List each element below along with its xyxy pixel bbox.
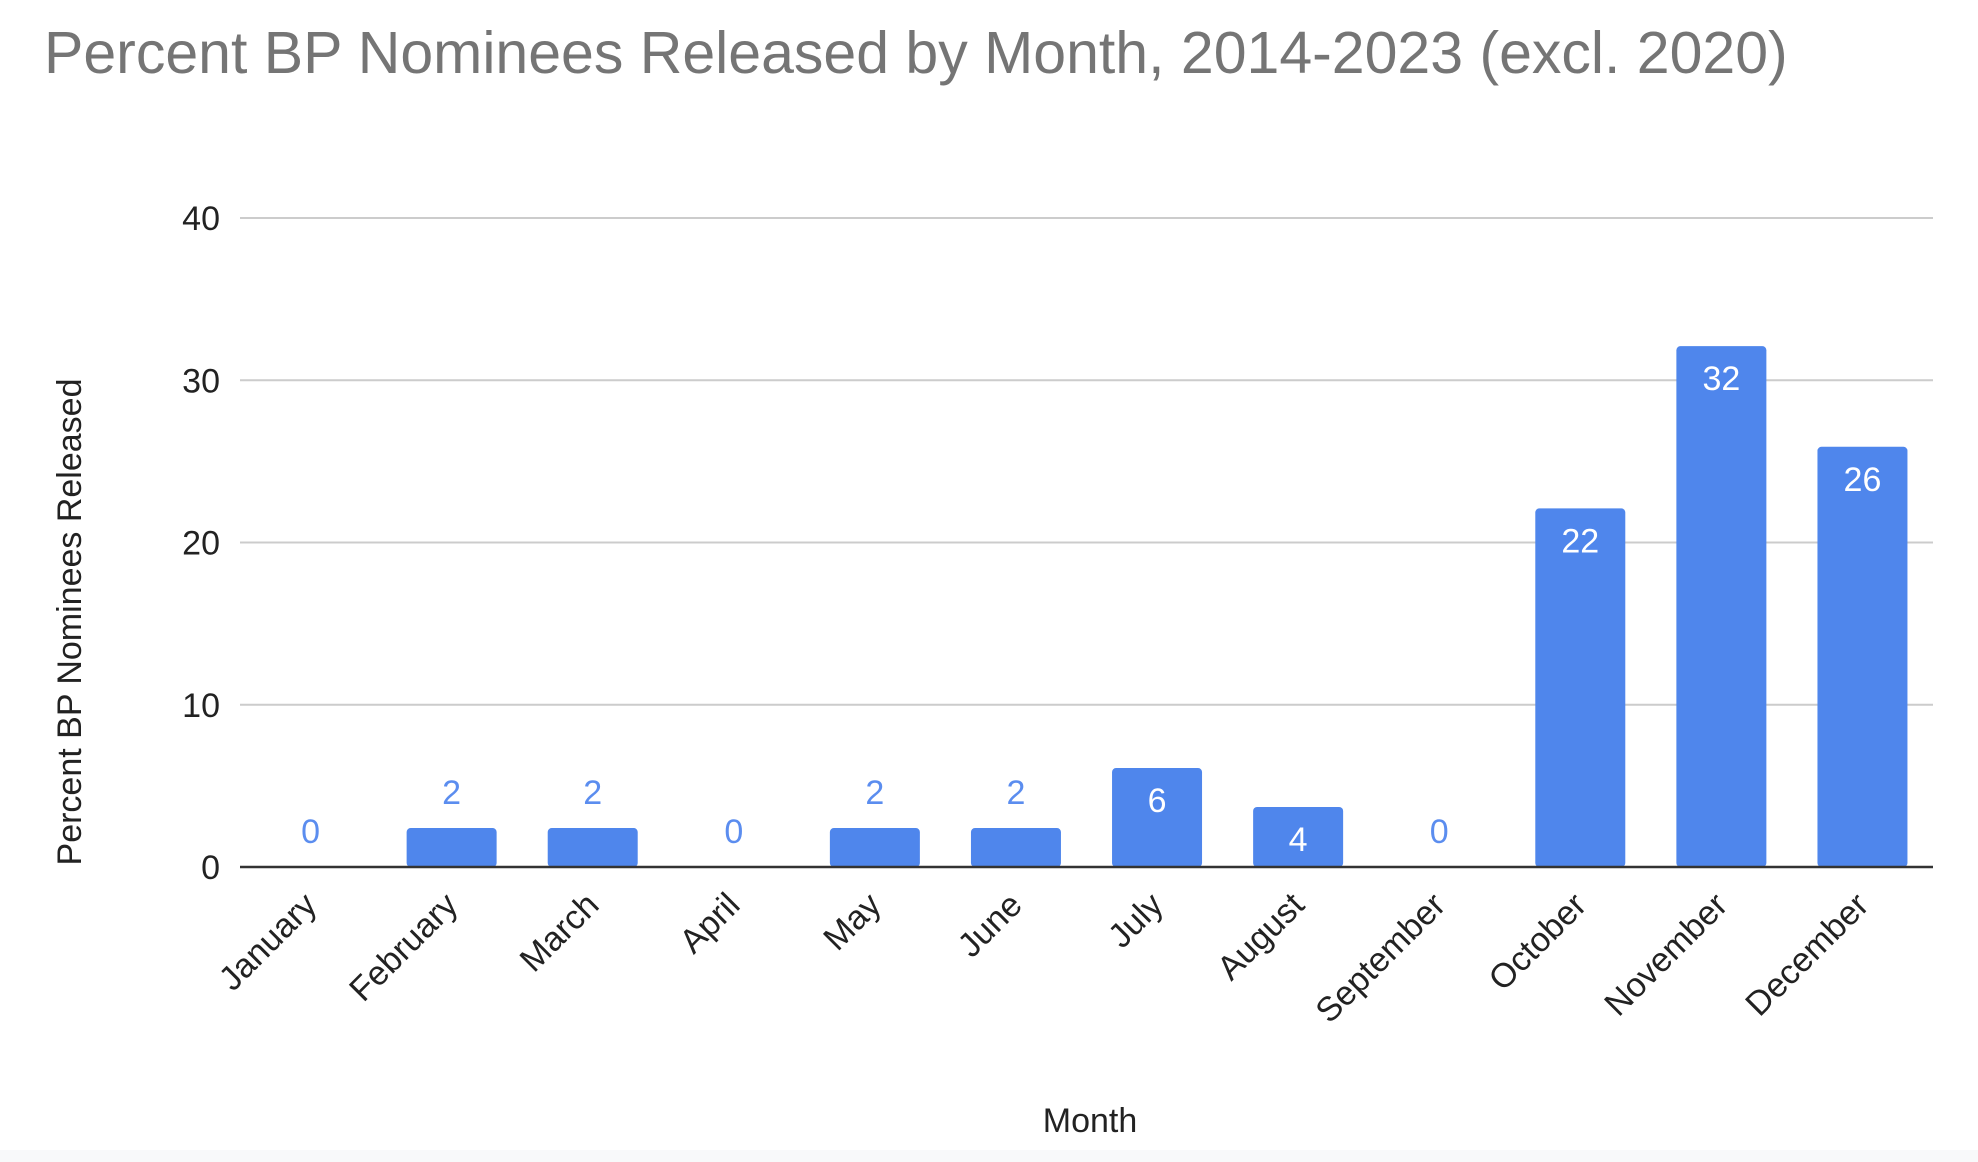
data-label-may: 2 bbox=[865, 774, 884, 812]
x-axis-title: Month bbox=[1043, 1102, 1138, 1140]
data-label-june: 2 bbox=[1006, 774, 1025, 812]
data-label-april: 0 bbox=[724, 813, 743, 851]
bar-october bbox=[1535, 508, 1626, 867]
x-tick-labels: January February March April May June July Augu… bbox=[212, 885, 1876, 1030]
bar-march bbox=[547, 828, 638, 867]
chart-title: Percent BP Nominees Released by Month, 2… bbox=[44, 20, 1788, 86]
x-tick-june: June bbox=[951, 886, 1030, 965]
bar-july bbox=[1112, 768, 1203, 867]
bar-may bbox=[829, 828, 920, 867]
bar-december bbox=[1817, 446, 1908, 867]
y-tick-labels: 0 10 20 30 40 bbox=[182, 200, 220, 887]
bar-february bbox=[406, 828, 497, 867]
x-tick-april: April bbox=[672, 886, 747, 961]
y-tick-40: 40 bbox=[182, 200, 220, 238]
data-label-september: 0 bbox=[1430, 813, 1449, 851]
data-label-july: 6 bbox=[1148, 782, 1167, 820]
data-label-december: 26 bbox=[1844, 461, 1882, 499]
bar-june bbox=[970, 828, 1061, 867]
y-tick-0: 0 bbox=[201, 849, 220, 887]
bar-august bbox=[1253, 806, 1344, 867]
y-tick-20: 20 bbox=[182, 525, 220, 563]
x-tick-may: May bbox=[816, 886, 888, 958]
gridlines bbox=[240, 217, 1933, 706]
x-tick-january: January bbox=[212, 886, 324, 998]
x-tick-december: December bbox=[1738, 886, 1876, 1024]
y-tick-30: 30 bbox=[182, 362, 220, 400]
bars bbox=[406, 346, 1908, 867]
x-tick-september: September bbox=[1308, 886, 1452, 1030]
x-tick-august: August bbox=[1210, 885, 1312, 987]
data-label-november: 32 bbox=[1702, 360, 1740, 398]
x-tick-july: July bbox=[1101, 886, 1171, 956]
x-tick-october: October bbox=[1482, 886, 1594, 998]
x-tick-february: February bbox=[342, 886, 465, 1009]
data-label-october: 22 bbox=[1561, 522, 1599, 560]
x-tick-november: November bbox=[1597, 886, 1735, 1024]
bar-november bbox=[1676, 346, 1767, 867]
data-label-august: 4 bbox=[1289, 821, 1308, 859]
data-label-february: 2 bbox=[442, 774, 461, 812]
data-label-january: 0 bbox=[301, 813, 320, 851]
data-label-march: 2 bbox=[583, 774, 602, 812]
y-tick-10: 10 bbox=[182, 687, 220, 725]
x-tick-march: March bbox=[513, 886, 607, 980]
y-axis-title: Percent BP Nominees Released bbox=[51, 379, 89, 866]
